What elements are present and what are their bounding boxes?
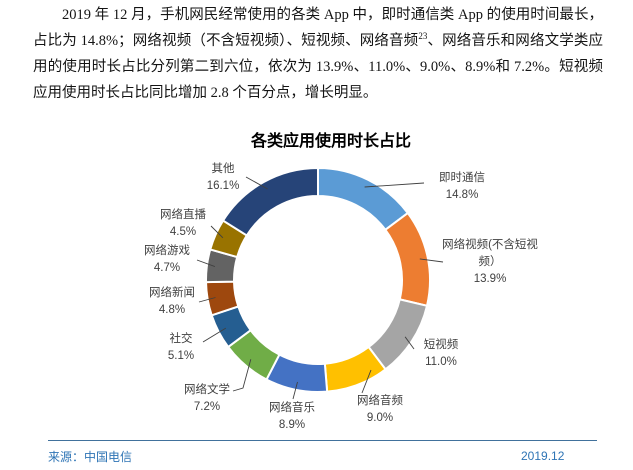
slice-label-value: 5.1% — [167, 350, 195, 362]
slice-label-6: 网络文学 7.2% — [184, 382, 230, 416]
slice-label-name: 短视频 — [423, 339, 459, 351]
slice-label-name: 网络直播 — [160, 209, 206, 221]
slice-label-3: 短视频 11.0% — [424, 337, 459, 371]
slice-label-name: 网络视频(不含短视频） — [442, 239, 538, 268]
slice-label-name: 网络音乐 — [269, 402, 315, 414]
slice-label-9: 网络游戏 4.7% — [144, 243, 190, 277]
donut-slice-11 — [221, 166, 319, 237]
leader-line-1 — [364, 182, 425, 188]
slice-label-name: 网络音频 — [357, 395, 403, 407]
leader-line-10 — [210, 225, 224, 239]
leader-line-6 — [232, 359, 252, 392]
leader-line-9 — [196, 259, 216, 268]
leader-line-8 — [198, 297, 216, 303]
slice-label-2: 网络视频(不含短视频） 13.9% — [440, 237, 540, 288]
slice-label-value: 16.1% — [206, 180, 240, 192]
leader-line-4 — [361, 369, 372, 394]
slice-label-value: 4.7% — [153, 262, 181, 274]
footnote-ref: 23 — [418, 31, 428, 42]
slice-label-10: 网络直播 4.5% — [160, 207, 206, 241]
footer-divider — [48, 440, 597, 442]
slice-label-name: 网络文学 — [184, 384, 230, 396]
slice-label-7: 社交 5.1% — [168, 331, 194, 365]
paragraph-text-2: 、网络音乐和网络文学类应用的使用时长占比分列第二到六位，依次为 13.9%、11… — [33, 33, 604, 101]
slice-label-name: 网络游戏 — [144, 245, 190, 257]
slice-label-1: 即时通信 14.8% — [439, 170, 485, 204]
slice-label-name: 其他 — [211, 163, 235, 175]
chart-title: 各类应用使用时长占比 — [250, 133, 412, 150]
footer-date: 2019.12 — [521, 449, 565, 463]
leader-line-5 — [292, 381, 298, 400]
leader-line-7 — [202, 327, 227, 343]
slice-label-value: 13.9% — [473, 273, 507, 285]
slice-label-5: 网络音乐 8.9% — [269, 400, 315, 434]
donut-slice-1 — [317, 166, 410, 232]
leader-line-3 — [404, 336, 415, 350]
slice-label-value: 8.9% — [278, 419, 306, 431]
leader-line-2 — [419, 258, 444, 263]
slice-label-name: 即时通信 — [439, 172, 485, 184]
slice-label-value: 4.5% — [169, 226, 197, 238]
paragraph-text-1: 2019 年 12 月，手机网民经常使用的各类 App 中，即时通信类 App … — [33, 7, 603, 49]
slice-label-value: 4.8% — [158, 304, 186, 316]
slice-label-11: 其他 16.1% — [207, 161, 240, 195]
footer-source: 来源：中国电信 — [48, 450, 133, 464]
intro-paragraph: 2019 年 12 月，手机网民经常使用的各类 App 中，即时通信类 App … — [33, 2, 603, 106]
slice-label-value: 7.2% — [193, 401, 221, 413]
slice-label-name: 社交 — [169, 333, 193, 345]
slice-label-value: 11.0% — [425, 356, 457, 368]
slice-label-value: 14.8% — [445, 189, 479, 201]
leader-line-11 — [245, 176, 268, 190]
slice-label-4: 网络音频 9.0% — [357, 393, 403, 427]
slice-label-name: 网络新闻 — [149, 287, 195, 299]
slice-label-8: 网络新闻 4.8% — [149, 285, 195, 319]
slice-label-value: 9.0% — [366, 412, 394, 424]
